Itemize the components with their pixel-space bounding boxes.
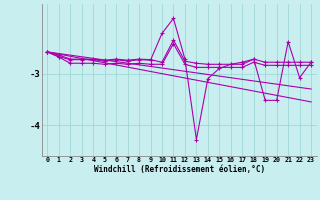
- X-axis label: Windchill (Refroidissement éolien,°C): Windchill (Refroidissement éolien,°C): [94, 165, 265, 174]
